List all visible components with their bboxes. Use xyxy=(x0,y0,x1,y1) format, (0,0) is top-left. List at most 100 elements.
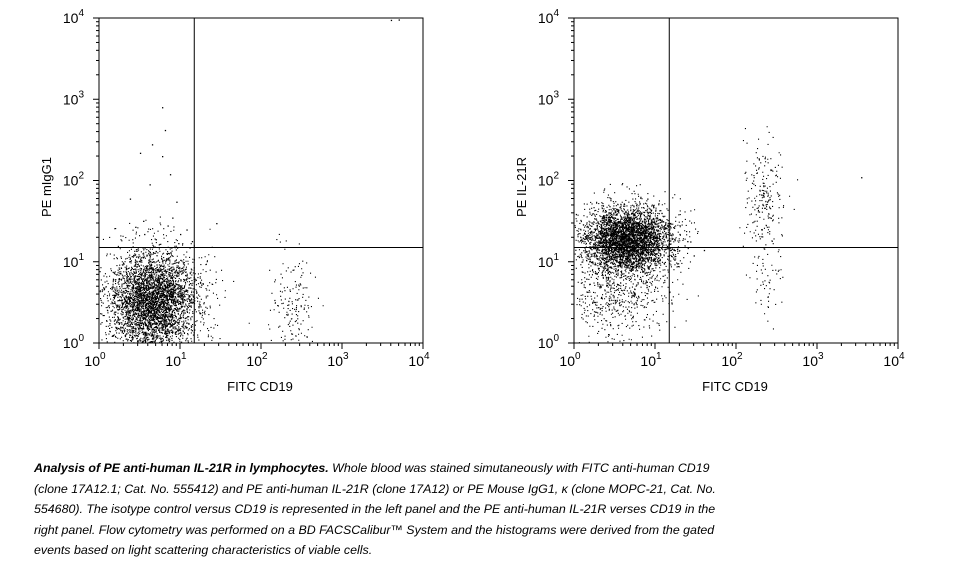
y-tick-label: 100 xyxy=(63,333,85,351)
x-tick-base: 10 xyxy=(802,353,818,369)
x-tick-exponent: 2 xyxy=(737,351,743,362)
caption-bold-lead: Analysis of PE anti-human IL-21R in lymp… xyxy=(34,461,329,475)
outlier-event xyxy=(162,156,164,158)
y-tick-exponent: 4 xyxy=(78,8,84,19)
y-tick-exponent: 1 xyxy=(78,252,84,263)
x-tick-base: 10 xyxy=(327,353,343,369)
x-tick-base: 10 xyxy=(640,353,656,369)
y-tick-label: 104 xyxy=(538,8,560,26)
y-tick-label: 103 xyxy=(538,89,560,107)
outlier-event xyxy=(139,152,142,154)
event-dots xyxy=(99,19,400,344)
y-tick-label: 104 xyxy=(63,8,85,26)
x-tick-base: 10 xyxy=(883,353,899,369)
y-tick-exponent: 2 xyxy=(78,171,84,182)
outlier-event xyxy=(861,177,863,179)
outlier-event xyxy=(151,144,154,146)
x-axis-label: FITC CD19 xyxy=(702,379,768,394)
caption-line-2: (clone 17A12.1; Cat. No. 555412) and PE … xyxy=(34,481,716,496)
outlier-event xyxy=(180,233,182,236)
y-tick-base: 10 xyxy=(538,10,554,26)
plot-frame xyxy=(573,17,899,344)
outlier-event xyxy=(703,249,706,252)
caption-line-3: 554680). The isotype control versus CD19… xyxy=(34,502,716,517)
x-tick-exponent: 2 xyxy=(262,351,268,362)
outlier-event xyxy=(669,223,671,225)
axis-ticks xyxy=(568,17,899,349)
outlier-event xyxy=(186,229,188,231)
population-events xyxy=(99,216,324,344)
outlier-event xyxy=(143,220,145,222)
y-tick-exponent: 4 xyxy=(553,8,559,19)
outlier-event xyxy=(647,198,649,200)
x-tick-label: 100 xyxy=(559,351,581,369)
x-tick-exponent: 3 xyxy=(818,351,824,362)
y-tick-base: 10 xyxy=(63,173,79,189)
axis-ticks xyxy=(93,17,424,349)
population-events xyxy=(574,126,799,344)
caption-line-5: events based on light scattering charact… xyxy=(34,543,373,558)
x-tick-label: 104 xyxy=(408,351,430,369)
x-tick-base: 10 xyxy=(721,353,737,369)
x-tick-label: 104 xyxy=(883,351,905,369)
x-tick-base: 10 xyxy=(559,353,575,369)
x-tick-base: 10 xyxy=(408,353,424,369)
y-tick-base: 10 xyxy=(538,91,554,107)
outlier-event xyxy=(687,241,689,243)
outlier-event xyxy=(176,201,178,203)
outlier-event xyxy=(167,225,169,227)
outlier-event xyxy=(129,198,132,200)
outlier-event xyxy=(398,19,400,21)
x-tick-exponent: 1 xyxy=(656,351,662,362)
outlier-event xyxy=(135,226,137,228)
y-tick-base: 10 xyxy=(63,254,79,270)
x-tick-label: 101 xyxy=(640,351,662,369)
x-tick-exponent: 0 xyxy=(575,351,581,362)
figure-caption: Analysis of PE anti-human IL-21R in lymp… xyxy=(34,458,834,561)
outlier-event xyxy=(693,255,695,257)
x-tick-exponent: 3 xyxy=(343,351,349,362)
y-tick-base: 10 xyxy=(63,335,79,351)
outlier-event xyxy=(390,19,393,22)
y-axis-label: PE mIgG1 xyxy=(39,157,54,217)
y-tick-label: 102 xyxy=(63,171,85,189)
y-axis-label: PE IL-21R xyxy=(514,157,529,217)
outlier-event xyxy=(169,174,172,176)
y-tick-base: 10 xyxy=(538,173,554,189)
outlier-event xyxy=(178,243,180,245)
x-tick-label: 103 xyxy=(327,351,349,369)
y-tick-label: 102 xyxy=(538,171,560,189)
y-tick-exponent: 0 xyxy=(553,333,559,344)
x-tick-exponent: 4 xyxy=(424,351,430,362)
outlier-event xyxy=(661,212,663,215)
x-tick-base: 10 xyxy=(165,353,181,369)
y-tick-label: 101 xyxy=(63,252,85,270)
y-tick-exponent: 2 xyxy=(553,171,559,182)
x-tick-exponent: 4 xyxy=(899,351,905,362)
y-tick-base: 10 xyxy=(538,254,554,270)
y-tick-base: 10 xyxy=(63,10,79,26)
outlier-event xyxy=(172,217,174,219)
x-tick-label: 102 xyxy=(721,351,743,369)
caption-line-1: Whole blood was stained simutaneously wi… xyxy=(328,461,710,475)
y-tick-label: 103 xyxy=(63,89,85,107)
outlier-event xyxy=(164,129,167,132)
y-tick-label: 100 xyxy=(538,333,560,351)
x-tick-label: 103 xyxy=(802,351,824,369)
outlier-event xyxy=(679,233,681,236)
x-tick-base: 10 xyxy=(246,353,262,369)
caption-line-4: right panel. Flow cytometry was performe… xyxy=(34,522,715,537)
outlier-event xyxy=(191,241,194,243)
x-tick-label: 100 xyxy=(84,351,106,369)
x-tick-exponent: 1 xyxy=(181,351,187,362)
y-tick-exponent: 3 xyxy=(78,89,84,100)
y-tick-base: 10 xyxy=(538,335,554,351)
x-tick-base: 10 xyxy=(84,353,100,369)
outlier-event xyxy=(155,239,157,241)
outlier-event xyxy=(149,184,151,186)
outlier-event xyxy=(162,107,164,109)
outlier-event xyxy=(216,223,218,225)
